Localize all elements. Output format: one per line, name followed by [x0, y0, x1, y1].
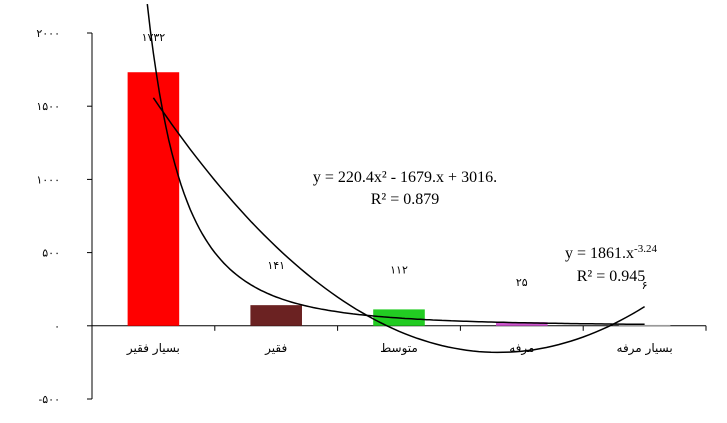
y-tick-label: ۵۰۰ — [42, 247, 60, 260]
power-equation: y = 1861.x-3.24 — [565, 243, 657, 262]
power-trendline — [146, 4, 645, 326]
bars — [127, 72, 671, 326]
labels: ۱۷۳۲ بسیار فقیر ۱۴۱ فقیر ۱۱۲ متوسط ۲۵ مرفه ۶ بسیا… — [126, 31, 673, 356]
data-label: ۲۵ — [516, 276, 528, 289]
y-tick-label: ۱۰۰۰ — [36, 173, 60, 186]
bar — [127, 72, 180, 326]
category-label: فقیر — [264, 341, 287, 356]
poly-equation: y = 220.4x² - 1679.x + 3016. — [313, 169, 497, 186]
category-label: متوسط — [380, 341, 418, 356]
y-tick-label: ۱۵۰۰ — [36, 100, 60, 113]
bar — [618, 324, 671, 326]
bar — [496, 322, 548, 326]
power-equation-base: y = 1861.x — [565, 245, 634, 262]
y-tick-label: ۰ — [54, 320, 60, 333]
data-label: ۱۴۱ — [267, 259, 285, 272]
category-label: مرفه — [509, 341, 534, 356]
bar — [250, 305, 302, 326]
category-label: بسیار فقیر — [126, 341, 180, 356]
power-equation-exponent: -3.24 — [634, 243, 657, 255]
data-label: ۶ — [642, 279, 648, 292]
poly-r2: R² = 0.879 — [371, 191, 440, 208]
data-label: ۱۷۳۲ — [142, 31, 166, 44]
category-label: بسیار مرفه — [617, 341, 673, 356]
power-r2: R² = 0.945 — [577, 268, 646, 285]
data-label: ۱۱۲ — [390, 263, 408, 276]
trendlines — [146, 4, 645, 354]
polynomial-trendline — [152, 97, 645, 354]
y-tick-label: -۵۰۰ — [39, 393, 60, 406]
y-tick-label: ۲۰۰۰ — [36, 27, 60, 40]
